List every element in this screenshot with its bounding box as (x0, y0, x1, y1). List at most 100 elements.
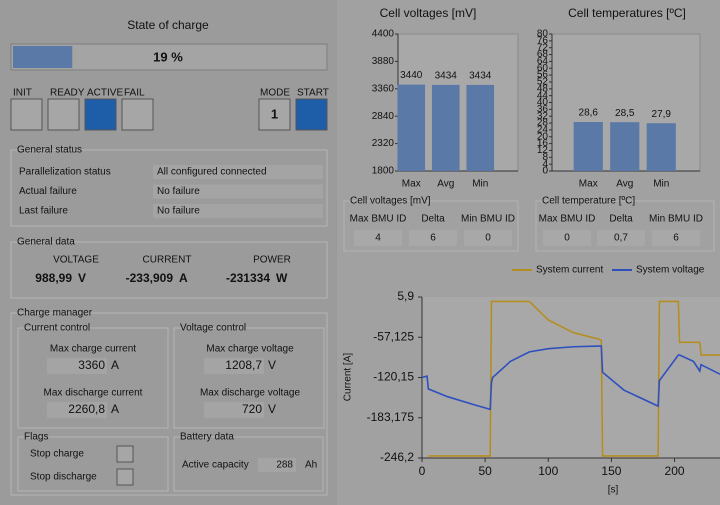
y-tick-label: 3880 (372, 56, 395, 67)
status-label: Parallelization status (19, 167, 111, 178)
control-label: Max charge voltage (206, 344, 294, 355)
value-label: 27,9 (652, 109, 672, 120)
data-unit: W (276, 271, 288, 285)
y-tick-label: 56 (537, 70, 549, 81)
indicator-label: READY (50, 88, 85, 99)
x-tick-label: Max (579, 179, 598, 190)
checkbox[interactable] (116, 468, 134, 486)
status-field (153, 165, 323, 179)
y-tick-label: 0 (542, 166, 548, 177)
y-tick-label: 1800 (372, 166, 395, 177)
control-field (47, 402, 107, 418)
stat-value: 0 (485, 233, 491, 244)
stat-header: Min BMU ID (461, 214, 515, 225)
y-tick-label: 4400 (372, 29, 395, 40)
flag-label: Stop discharge (30, 472, 97, 483)
stat-field (354, 230, 402, 246)
y-tick-label: 5,9 (397, 289, 414, 303)
control-value: 720 (242, 402, 262, 416)
cell-stats-title: Cell temperature [ºC] (542, 196, 635, 207)
mode-value: 1 (271, 106, 278, 121)
y-axis-label: Current [A] (343, 353, 354, 402)
stat-header: Delta (609, 214, 633, 225)
general-data-title: General data (17, 237, 75, 248)
chart-title: Cell temperatures [ºC] (568, 6, 686, 20)
stat-value: 0,7 (614, 233, 628, 244)
capacity-label: Active capacity (182, 460, 249, 471)
y-tick-label: 40 (537, 97, 549, 108)
stat-header: Min BMU ID (649, 214, 703, 225)
stat-header: Max BMU ID (539, 214, 596, 225)
cell-stats-title: Cell voltages [mV] (350, 196, 431, 207)
data-header: VOLTAGE (53, 255, 99, 266)
y-tick-label: 20 (537, 131, 549, 142)
data-header: CURRENT (143, 255, 192, 266)
y-tick-label: 60 (537, 63, 549, 74)
status-value: No failure (157, 186, 200, 197)
checkbox[interactable] (116, 445, 134, 463)
x-tick-label: 0 (419, 464, 426, 478)
value-label: 28,6 (579, 108, 599, 119)
x-tick-label: Min (472, 179, 488, 190)
y-tick-label: 28 (537, 118, 549, 129)
x-axis-label: [s] (608, 485, 619, 496)
indicator-label: FAIL (124, 88, 145, 99)
status-label: Actual failure (19, 186, 77, 197)
current-control-title: Current control (24, 323, 90, 334)
indicator (47, 98, 80, 131)
y-tick-label: 68 (537, 49, 549, 60)
soc-fill (13, 46, 73, 68)
current-control (17, 327, 169, 429)
x-tick-label: 50 (478, 464, 492, 478)
capacity-value: 288 (276, 460, 293, 471)
cell-stats (535, 200, 715, 252)
y-tick-label: 72 (537, 42, 549, 53)
capacity-unit: Ah (305, 460, 317, 471)
y-tick-label: 64 (537, 56, 549, 67)
y-tick-label: 12 (537, 145, 549, 156)
bar (646, 123, 676, 171)
status-value: All configured connected (157, 167, 267, 178)
value-label: 3434 (469, 71, 492, 82)
data-value: -231334 (226, 271, 270, 285)
mode-box (258, 98, 291, 131)
x-tick-label: Max (402, 179, 421, 190)
y-tick-label: 2840 (372, 111, 395, 122)
charge-manager-title: Charge manager (17, 308, 93, 319)
start-indicator (295, 98, 328, 131)
general-status-title: General status (17, 145, 82, 156)
stat-header: Max BMU ID (350, 214, 407, 225)
indicator (121, 98, 154, 131)
control-label: Max charge current (50, 344, 136, 355)
x-tick-label: 200 (665, 464, 685, 478)
control-field (204, 358, 264, 374)
control-unit: A (111, 402, 119, 416)
data-header: POWER (253, 255, 291, 266)
y-tick-label: -183,175 (367, 410, 415, 424)
status-value: No failure (157, 206, 200, 217)
x-tick-label: Min (653, 179, 669, 190)
stat-field (543, 230, 591, 246)
voltage-control (173, 327, 325, 429)
chart-title: Cell voltages [mV] (380, 6, 477, 20)
control-value: 2260,8 (68, 402, 105, 416)
soc-title: State of charge (127, 18, 209, 32)
y-tick-label: -120,15 (373, 370, 414, 384)
y-tick-label: 48 (537, 83, 549, 94)
control-value: 1208,7 (225, 358, 262, 372)
stat-field (464, 230, 512, 246)
general-status (10, 149, 328, 227)
control-unit: V (268, 358, 276, 372)
value-label: 3440 (400, 70, 423, 81)
y-tick-label: 76 (537, 35, 549, 46)
value-label: 28,5 (615, 108, 635, 119)
stat-field (597, 230, 645, 246)
legend-label: System current (536, 265, 603, 276)
flag-label: Stop charge (30, 449, 84, 460)
y-tick-label: 3360 (372, 83, 395, 94)
y-tick-label: 4 (542, 159, 548, 170)
x-tick-label: Avg (437, 179, 454, 190)
bar (610, 122, 640, 171)
start-label: START (297, 88, 329, 99)
